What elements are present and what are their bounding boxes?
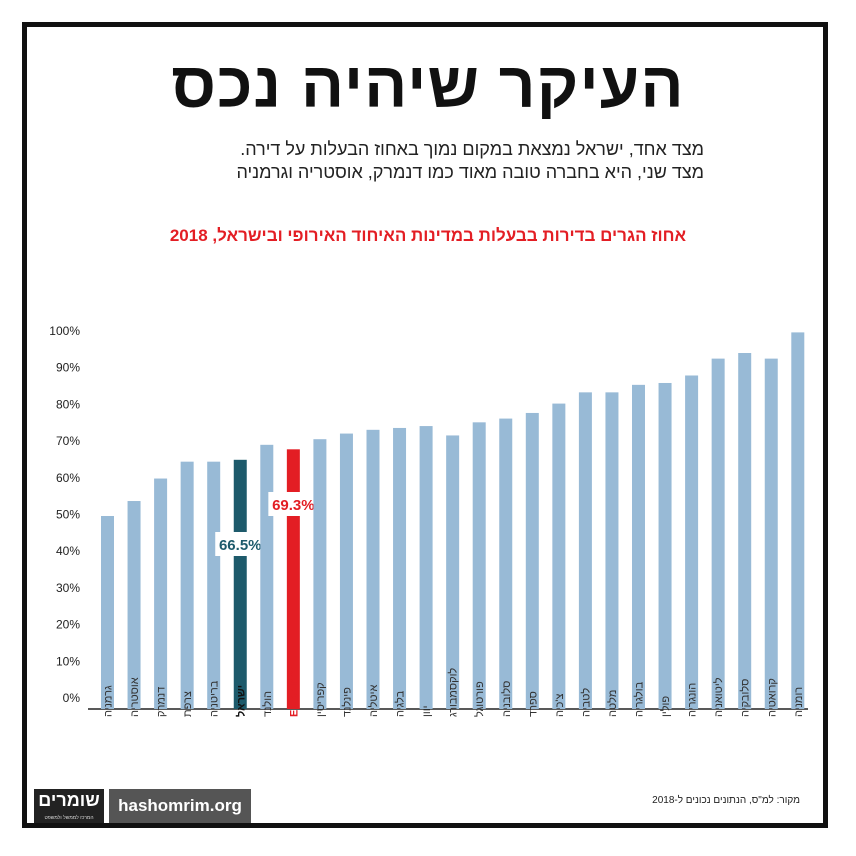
y-tick-label: 30% bbox=[56, 581, 80, 595]
bar bbox=[207, 461, 221, 709]
bar bbox=[446, 435, 460, 709]
data-label: 66.5% bbox=[219, 537, 262, 554]
bar bbox=[764, 358, 778, 709]
category-label: לטביה bbox=[579, 688, 592, 717]
category-label: בלגיה bbox=[394, 690, 407, 717]
category-label: סלובקיה bbox=[739, 679, 752, 717]
category-label: בריטניה bbox=[209, 680, 221, 717]
category-label: צרפת bbox=[182, 691, 194, 717]
category-label: סלובניה bbox=[500, 681, 513, 717]
y-tick-label: 80% bbox=[56, 397, 80, 411]
category-label: פורטוגל bbox=[473, 681, 486, 717]
category-label: אוסטריה bbox=[129, 677, 141, 717]
y-tick-label: 50% bbox=[56, 508, 80, 522]
category-label: קפריסין bbox=[315, 682, 327, 717]
data-label-box bbox=[268, 492, 319, 516]
category-label: גרמניה bbox=[103, 685, 115, 717]
category-label: ספרד bbox=[527, 691, 539, 717]
bar bbox=[313, 439, 327, 709]
category-label: איטליה bbox=[367, 685, 380, 717]
bar bbox=[366, 429, 380, 709]
y-tick-label: 90% bbox=[56, 361, 80, 375]
category-label: פינלנד bbox=[340, 687, 353, 717]
y-tick-label: 60% bbox=[56, 471, 80, 485]
category-label: קרואטיה bbox=[766, 678, 778, 717]
data-label-box bbox=[215, 532, 266, 556]
y-tick-label: 10% bbox=[56, 654, 80, 668]
y-tick-label: 100% bbox=[49, 324, 80, 338]
bar bbox=[552, 403, 566, 709]
category-label: ממוצע EU bbox=[288, 666, 300, 717]
category-label: הולנד bbox=[261, 691, 274, 717]
bar bbox=[154, 478, 168, 709]
category-label: בולגריה bbox=[633, 681, 646, 717]
site-link[interactable]: hashomrim.org bbox=[109, 789, 251, 823]
bar bbox=[738, 352, 752, 709]
bar bbox=[127, 501, 141, 709]
bar bbox=[233, 459, 247, 709]
logo-text: שומרים bbox=[38, 790, 100, 810]
bar bbox=[180, 461, 194, 709]
y-tick-label: 0% bbox=[63, 691, 81, 705]
category-label: צ'כיה bbox=[554, 694, 566, 717]
bar bbox=[393, 427, 407, 709]
data-label: 69.3% bbox=[272, 497, 315, 514]
bar bbox=[791, 332, 805, 709]
bar bbox=[605, 392, 619, 709]
bar bbox=[472, 422, 486, 709]
bar bbox=[260, 444, 274, 709]
subtitle-line-2: מצד שני, היא בחברה טובה מאוד כמו דנמרק, … bbox=[236, 162, 704, 182]
page-title: העיקר שיהיה נכס bbox=[171, 49, 685, 121]
category-label: ישראל bbox=[234, 685, 247, 717]
bar bbox=[101, 516, 114, 709]
subtitle: מצד אחד, ישראל נמצאת במקום נמוך באחוז הב… bbox=[144, 138, 704, 184]
category-label: הונגריה bbox=[687, 683, 699, 717]
y-tick-label: 20% bbox=[56, 618, 80, 632]
bar bbox=[578, 392, 592, 709]
category-label: דנמרק bbox=[156, 687, 168, 717]
source-note: מקור: למ"ס, הנתונים נכונים ל-2018 bbox=[652, 795, 800, 806]
y-tick-label: 70% bbox=[56, 434, 80, 448]
subtitle-line-1: מצד אחד, ישראל נמצאת במקום נמוך באחוז הב… bbox=[240, 139, 704, 159]
logo-subtext: המרכז לממשל ולמשפט bbox=[44, 815, 94, 821]
logo: שומרים המרכז לממשל ולמשפט bbox=[34, 789, 104, 823]
bar bbox=[685, 375, 699, 709]
bar bbox=[525, 412, 539, 709]
bar bbox=[419, 426, 433, 709]
category-label: מלטה bbox=[606, 690, 619, 717]
bar bbox=[339, 433, 353, 709]
category-label: יוון bbox=[421, 706, 433, 717]
category-label: פולין bbox=[659, 696, 672, 717]
category-label: ליטואניה bbox=[712, 677, 725, 717]
bar bbox=[658, 382, 672, 709]
chart-title: אחוז הגרים בדירות בבעלות במדינות האיחוד … bbox=[169, 226, 687, 245]
bar bbox=[632, 384, 645, 709]
category-label: רומניה bbox=[793, 687, 805, 717]
category-label: לוקסמבורג bbox=[447, 668, 460, 717]
y-tick-label: 40% bbox=[56, 544, 80, 558]
bar bbox=[499, 418, 513, 709]
bar bbox=[711, 358, 725, 709]
